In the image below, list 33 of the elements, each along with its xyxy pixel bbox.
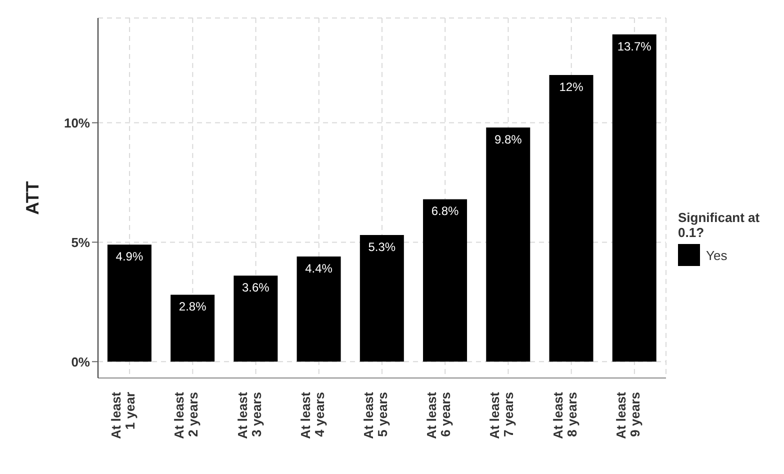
data-label: 12% (559, 80, 584, 94)
x-tick-label: At least 3 years (234, 391, 264, 439)
x-tick-label: At least 2 years (172, 391, 201, 439)
y-axis-title: ATT (22, 181, 42, 215)
data-label: 4.4% (305, 262, 333, 276)
data-label: 13.7% (617, 39, 652, 54)
bar (107, 244, 152, 362)
data-label: 5.3% (368, 240, 396, 254)
bar (612, 34, 656, 362)
legend-label: Yes (706, 248, 728, 262)
x-tick-label: At least 1 year (108, 391, 138, 439)
x-tick-label: At least 6 years (424, 391, 454, 439)
legend-title: Significant at 0.1? (678, 210, 761, 240)
y-tick-label: 10% (64, 115, 90, 130)
data-label: 2.8% (178, 300, 207, 314)
bar (549, 74, 594, 362)
x-tick-label: At least 5 years (361, 391, 390, 439)
data-label: 4.9% (116, 250, 144, 264)
bar (360, 235, 404, 362)
bar (234, 276, 278, 362)
y-tick-label: 0% (71, 354, 90, 370)
x-tick-label: At least 4 years (298, 391, 327, 439)
data-label: 3.6% (242, 280, 270, 295)
bar (170, 294, 215, 362)
bar (296, 256, 341, 362)
bar (423, 199, 468, 362)
bar (486, 128, 530, 362)
x-tick-label: At least 8 years (550, 391, 580, 439)
data-label: 6.8% (431, 204, 460, 218)
y-tick-label: 5% (71, 234, 90, 250)
x-tick-label: At least 7 years (487, 391, 516, 439)
x-tick-label: At least 9 years (613, 391, 642, 439)
data-label: 9.8% (494, 132, 522, 147)
